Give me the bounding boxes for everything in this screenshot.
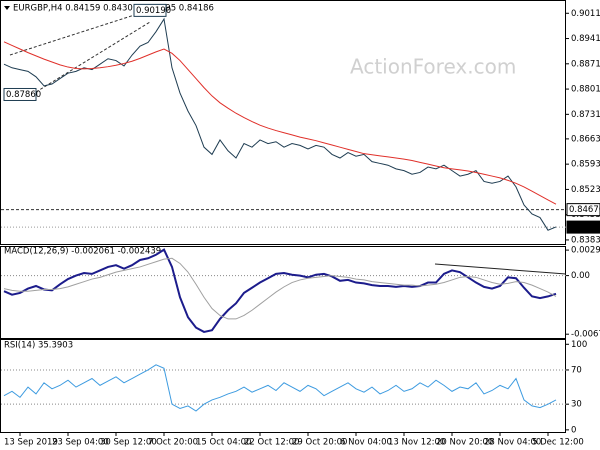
series-line: [3, 364, 557, 412]
y-tick-label: 100: [571, 340, 587, 350]
price-tag: [566, 203, 600, 217]
x-tick-label: 20 Nov 20:00: [436, 438, 493, 448]
y-tick-label: 0: [571, 425, 576, 435]
rsi-title: RSI(14) 35.3903: [4, 341, 73, 351]
y-tick-label: 0.002942: [571, 246, 600, 256]
x-tick-label: 30 Sep 12:00: [100, 438, 157, 448]
x-tick-label: 23 Sep 04:00: [52, 438, 109, 448]
x-tick-label: 7 Oct 20:00: [148, 438, 198, 448]
channel-line: [9, 9, 151, 56]
rsi-pane: [0, 339, 566, 433]
macd-pane: [0, 246, 566, 339]
watermark: ActionForex.com: [350, 55, 516, 79]
series-line: [3, 17, 557, 231]
price-tag-label: 0.84186: [569, 223, 600, 233]
series-line: [3, 41, 557, 205]
x-tick-label: 29 Oct 20:00: [292, 438, 347, 448]
x-tick-label: 15 Oct 04:00: [196, 438, 251, 448]
x-tick-label: 6 Nov 04:00: [340, 438, 392, 448]
channel-line: [35, 21, 151, 93]
annotation-label: 0.90190: [136, 6, 171, 16]
macd-title: MACD(12,26,9) -0.002061 -0.002439: [4, 247, 161, 257]
y-tick-label: -0.006761: [571, 330, 600, 340]
price-pane: [0, 0, 566, 245]
annotation-box: [3, 87, 37, 101]
x-tick-label: 13 Sep 2019: [4, 438, 58, 448]
trend-line: [434, 263, 567, 275]
x-tick-label: 22 Oct 12:00: [244, 438, 299, 448]
series-line: [3, 257, 557, 320]
series-line: [3, 248, 557, 333]
annotation-label: 0.87860: [6, 90, 41, 100]
y-tick-label: 30: [571, 400, 582, 410]
price-title: EURGBP,H4 0.84159 0.84309 0.84095 0.8418…: [13, 4, 214, 14]
x-tick-label: 13 Nov 12:00: [388, 438, 445, 448]
price-tag: [566, 220, 600, 234]
x-tick-label: 28 Nov 04:00: [484, 438, 541, 448]
y-tick-label: 0.00: [571, 271, 590, 281]
x-tick-label: 5 Dec 12:00: [532, 438, 584, 448]
y-tick-label: 70: [571, 365, 582, 375]
menu-arrow: [4, 6, 10, 10]
annotation-box: [133, 3, 167, 17]
